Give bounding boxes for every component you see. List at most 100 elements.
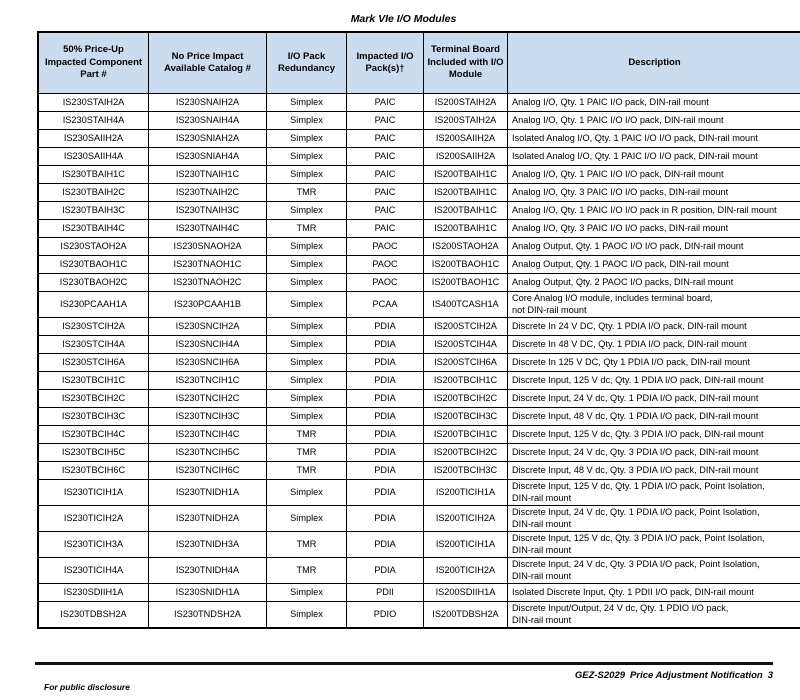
table-row: IS230TBAIH2C IS230TNAIH2C TMR PAIC IS200TBAI… bbox=[37, 183, 800, 202]
table-cell: IS230TBAIH3C bbox=[37, 201, 149, 220]
table-cell: IS230TBCIH5C bbox=[37, 443, 149, 462]
table-cell: Discrete Input, 24 V dc, Qty. 3 PDIA I/O… bbox=[507, 557, 800, 584]
table-cell: Isolated Discrete Input, Qty. 1 PDII I/O… bbox=[507, 583, 800, 602]
table-cell: IS200STCIH6A bbox=[423, 353, 508, 372]
table-cell: Simplex bbox=[266, 335, 347, 354]
table-cell: Simplex bbox=[266, 291, 347, 318]
table-cell: IS230SNCIH4A bbox=[148, 335, 267, 354]
table-row: IS230TBCIH2C IS230TNCIH2C Simplex PDIA IS200… bbox=[37, 389, 800, 408]
table-cell: Simplex bbox=[266, 479, 347, 506]
table-cell: IS230TNIDH3A bbox=[148, 531, 267, 558]
table-cell: IS230SDIIH1A bbox=[37, 583, 149, 602]
table-row: IS230STAOH2A IS230SNAOH2A Simplex PAOC IS200… bbox=[37, 237, 800, 256]
table-cell: PDIA bbox=[346, 317, 424, 336]
table-cell: IS230TNAIH4C bbox=[148, 219, 267, 238]
table-cell: Discrete Input, 125 V dc, Qty. 1 PDIA I/… bbox=[507, 371, 800, 390]
table-cell: Discrete Input, 24 V dc, Qty. 3 PDIA I/O… bbox=[507, 443, 800, 462]
table-row: IS230TBAOH2C IS230TNAOH2C Simplex PAOC IS200… bbox=[37, 273, 800, 292]
table-row: IS230TBAIH1C IS230TNAIH1C Simplex PAIC IS200… bbox=[37, 165, 800, 184]
table-cell: IS230TICIH3A bbox=[37, 531, 149, 558]
table-cell: IS200TICIH1A bbox=[423, 479, 508, 506]
table-cell: IS200TICIH1A bbox=[423, 531, 508, 558]
table-cell: PDIA bbox=[346, 479, 424, 506]
table-cell: Discrete Input, 24 V dc, Qty. 1 PDIA I/O… bbox=[507, 505, 800, 532]
table-cell: PAOC bbox=[346, 237, 424, 256]
table-row: IS230SDIIH1A IS230SNIDH1A Simplex PDII IS200… bbox=[37, 583, 800, 602]
table-row: IS230TBCIH6C IS230TNCIH6C TMR PDIA IS200TBCI… bbox=[37, 461, 800, 480]
table-row: IS230TBCIH3C IS230TNCIH3C Simplex PDIA IS200… bbox=[37, 407, 800, 426]
table-cell: IS200TBCIH1C bbox=[423, 371, 508, 390]
table-cell: Simplex bbox=[266, 165, 347, 184]
table-cell: Simplex bbox=[266, 407, 347, 426]
table-cell: PAOC bbox=[346, 255, 424, 274]
table-cell: IS230TNAOH1C bbox=[148, 255, 267, 274]
table-cell: PDIA bbox=[346, 389, 424, 408]
table-row: IS230TICIH4A IS230TNIDH4A TMR PDIA IS200TICI… bbox=[37, 557, 800, 584]
table-cell: IS200STAOH2A bbox=[423, 237, 508, 256]
table-cell: PAIC bbox=[346, 111, 424, 130]
table-cell: PCAA bbox=[346, 291, 424, 318]
table-cell: Simplex bbox=[266, 505, 347, 532]
table-cell: IS230TNDSH2A bbox=[148, 601, 267, 629]
table-cell: TMR bbox=[266, 557, 347, 584]
table-cell: IS230SNIAH2A bbox=[148, 129, 267, 148]
table-row: IS230STCIH2A IS230SNCIH2A Simplex PDIA IS200… bbox=[37, 317, 800, 336]
table-cell: IS230TBAIH1C bbox=[37, 165, 149, 184]
table-cell: PDIA bbox=[346, 371, 424, 390]
table-cell: IS230TBCIH6C bbox=[37, 461, 149, 480]
table-cell: IS200STAIH2A bbox=[423, 111, 508, 130]
table-cell: IS230TNCIH2C bbox=[148, 389, 267, 408]
table-cell: IS230STAOH2A bbox=[37, 237, 149, 256]
table-row: IS230TBCIH1C IS230TNCIH1C Simplex PDIA IS200… bbox=[37, 371, 800, 390]
table-cell: IS230TNAIH2C bbox=[148, 183, 267, 202]
table-cell: IS230TNIDH1A bbox=[148, 479, 267, 506]
table-cell: Analog I/O, Qty. 1 PAIC I/O pack, DIN-ra… bbox=[507, 93, 800, 112]
table-cell: IS230TNCIH4C bbox=[148, 425, 267, 444]
table-cell: IS230PCAAH1A bbox=[37, 291, 149, 318]
table-row: IS230TICIH1A IS230TNIDH1A Simplex PDIA IS200… bbox=[37, 479, 800, 506]
table-cell: IS200SAIIH2A bbox=[423, 147, 508, 166]
table-cell: Discrete Input, 48 V dc, Qty. 1 PDIA I/O… bbox=[507, 407, 800, 426]
table-cell: Simplex bbox=[266, 237, 347, 256]
table-cell: IS230TBCIH1C bbox=[37, 371, 149, 390]
table-cell: TMR bbox=[266, 531, 347, 558]
table-cell: IS230TICIH2A bbox=[37, 505, 149, 532]
table-cell: PAIC bbox=[346, 219, 424, 238]
table-cell: IS230STCIH4A bbox=[37, 335, 149, 354]
table-cell: TMR bbox=[266, 461, 347, 480]
table-cell: Isolated Analog I/O, Qty. 1 PAIC I/O I/O… bbox=[507, 147, 800, 166]
table-cell: PAIC bbox=[346, 201, 424, 220]
table-cell: IS230SNAOH2A bbox=[148, 237, 267, 256]
table-cell: IS230TICIH1A bbox=[37, 479, 149, 506]
table-cell: Discrete Input, 48 V dc, Qty. 3 PDIA I/O… bbox=[507, 461, 800, 480]
table-cell: IS230TBAIH2C bbox=[37, 183, 149, 202]
disclosure-note: For public disclosure bbox=[44, 682, 130, 692]
table-cell: Simplex bbox=[266, 273, 347, 292]
table-cell: Simplex bbox=[266, 93, 347, 112]
table-cell: IS230STCIH6A bbox=[37, 353, 149, 372]
table-cell: PAIC bbox=[346, 165, 424, 184]
table-row: IS230TICIH3A IS230TNIDH3A TMR PDIA IS200TICI… bbox=[37, 531, 800, 558]
table-cell: IS200TICIH2A bbox=[423, 505, 508, 532]
footer-doc-title: Price Adjustment Notification bbox=[630, 670, 763, 681]
table-row: IS230TDBSH2A IS230TNDSH2A Simplex PDIO IS200… bbox=[37, 601, 800, 629]
table-row: IS230SAIIH4A IS230SNIAH4A Simplex PAIC IS200… bbox=[37, 147, 800, 166]
table-cell: IS230TNCIH1C bbox=[148, 371, 267, 390]
table-row: IS230STAIH4A IS230SNAIH4A Simplex PAIC IS200… bbox=[37, 111, 800, 130]
table-cell: Discrete Input/Output, 24 V dc, Qty. 1 P… bbox=[507, 601, 800, 629]
table-cell: Simplex bbox=[266, 111, 347, 130]
table-cell: IS230TBAIH4C bbox=[37, 219, 149, 238]
footer-page-number: 3 bbox=[767, 670, 773, 681]
table-cell: IS230TBAOH1C bbox=[37, 255, 149, 274]
table-cell: Simplex bbox=[266, 255, 347, 274]
table-cell: IS230TNAIH1C bbox=[148, 165, 267, 184]
table-cell: TMR bbox=[266, 183, 347, 202]
table-cell: IS200TDBSH2A bbox=[423, 601, 508, 629]
table-header: 50% Price-Up Impacted Component Part # No… bbox=[37, 31, 800, 94]
table-cell: Discrete Input, 24 V dc, Qty. 1 PDIA I/O… bbox=[507, 389, 800, 408]
table-cell: PDIA bbox=[346, 425, 424, 444]
table-cell: IS400TCASH1A bbox=[423, 291, 508, 318]
table-cell: IS200TBCIH3C bbox=[423, 407, 508, 426]
table-cell: Discrete Input, 125 V dc, Qty. 3 PDIA I/… bbox=[507, 531, 800, 558]
